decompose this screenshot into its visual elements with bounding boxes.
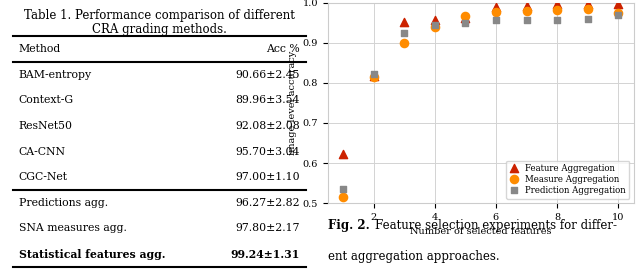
Text: Statistical features agg.: Statistical features agg.: [19, 249, 165, 260]
Feature Aggregation: [522, 4, 532, 8]
Text: 95.70±3.04: 95.70±3.04: [236, 147, 300, 157]
Measure Aggregation: [429, 24, 440, 29]
Measure Aggregation: [338, 195, 348, 199]
Text: 96.27±2.82: 96.27±2.82: [236, 198, 300, 208]
Feature Aggregation: [399, 20, 409, 24]
Prediction Aggregation: [429, 23, 440, 27]
Text: Predictions agg.: Predictions agg.: [19, 198, 108, 208]
Prediction Aggregation: [369, 72, 379, 76]
Text: Acc %: Acc %: [266, 44, 300, 54]
Measure Aggregation: [552, 7, 562, 12]
Text: Context-G: Context-G: [19, 95, 74, 105]
Prediction Aggregation: [522, 17, 532, 22]
Text: Method: Method: [19, 44, 61, 54]
Measure Aggregation: [369, 75, 379, 79]
Feature Aggregation: [582, 1, 593, 6]
Text: 99.24±1.31: 99.24±1.31: [231, 249, 300, 260]
Prediction Aggregation: [491, 17, 501, 22]
Text: Fig. 2.: Fig. 2.: [328, 219, 369, 232]
Text: 97.80±2.17: 97.80±2.17: [236, 224, 300, 233]
Y-axis label: image level accuracy: image level accuracy: [288, 51, 297, 155]
Text: Feature selection experiments for differ-: Feature selection experiments for differ…: [375, 219, 617, 232]
Text: ResNet50: ResNet50: [19, 121, 72, 131]
Feature Aggregation: [460, 15, 470, 20]
Text: CA-CNN: CA-CNN: [19, 147, 66, 157]
Measure Aggregation: [491, 9, 501, 14]
Text: Table 1. Performance comparison of different: Table 1. Performance comparison of diffe…: [24, 10, 295, 23]
Text: CGC-Net: CGC-Net: [19, 172, 68, 182]
Measure Aggregation: [460, 13, 470, 18]
Measure Aggregation: [613, 10, 623, 15]
Prediction Aggregation: [460, 21, 470, 25]
Text: 90.66±2.45: 90.66±2.45: [236, 70, 300, 80]
Feature Aggregation: [429, 18, 440, 22]
Prediction Aggregation: [399, 31, 409, 35]
Prediction Aggregation: [552, 17, 562, 22]
Text: ent aggregation approaches.: ent aggregation approaches.: [328, 250, 499, 263]
Text: BAM-entropy: BAM-entropy: [19, 70, 92, 80]
X-axis label: Number of selected features: Number of selected features: [410, 227, 552, 236]
Prediction Aggregation: [338, 187, 348, 191]
Measure Aggregation: [582, 7, 593, 11]
Prediction Aggregation: [613, 13, 623, 17]
Text: 92.08±2.08: 92.08±2.08: [236, 121, 300, 131]
Measure Aggregation: [522, 9, 532, 13]
Measure Aggregation: [399, 41, 409, 45]
Feature Aggregation: [491, 5, 501, 9]
Text: CRA grading methods.: CRA grading methods.: [92, 23, 227, 36]
Text: 89.96±3.54: 89.96±3.54: [236, 95, 300, 105]
Feature Aggregation: [552, 2, 562, 6]
Feature Aggregation: [338, 152, 348, 156]
Feature Aggregation: [369, 73, 379, 78]
Text: SNA measures agg.: SNA measures agg.: [19, 224, 127, 233]
Legend: Feature Aggregation, Measure Aggregation, Prediction Aggregation: Feature Aggregation, Measure Aggregation…: [506, 161, 629, 199]
Text: 97.00±1.10: 97.00±1.10: [236, 172, 300, 182]
Feature Aggregation: [613, 1, 623, 6]
Prediction Aggregation: [582, 16, 593, 21]
